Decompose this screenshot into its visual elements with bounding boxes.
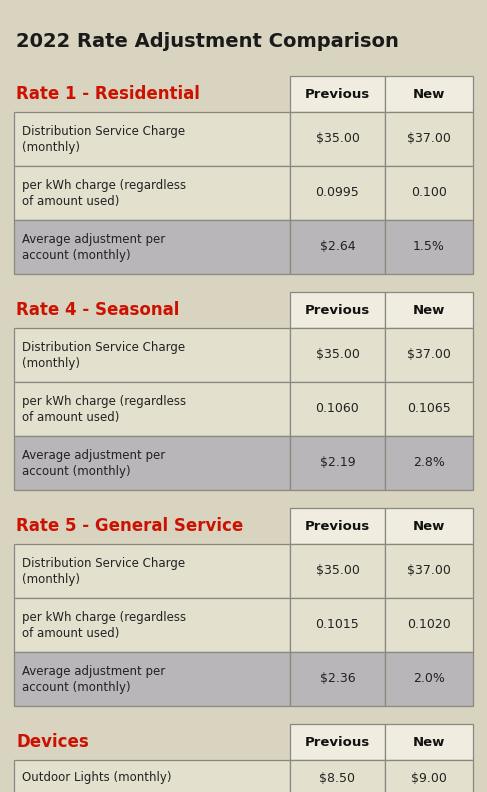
Bar xyxy=(14,292,290,328)
Text: Average adjustment per
account (monthly): Average adjustment per account (monthly) xyxy=(22,448,165,478)
Text: Outdoor Lights (monthly): Outdoor Lights (monthly) xyxy=(22,771,171,785)
Text: Previous: Previous xyxy=(305,303,370,317)
Bar xyxy=(385,652,473,706)
Bar xyxy=(14,436,290,490)
Text: 0.1060: 0.1060 xyxy=(316,402,359,416)
Text: New: New xyxy=(413,520,445,532)
Bar xyxy=(14,328,290,382)
Text: New: New xyxy=(413,736,445,748)
Bar xyxy=(290,220,385,274)
Bar xyxy=(385,76,473,112)
Bar xyxy=(290,544,385,598)
Bar xyxy=(290,598,385,652)
Bar xyxy=(290,166,385,220)
Text: New: New xyxy=(413,87,445,101)
Bar xyxy=(290,436,385,490)
Bar xyxy=(290,760,385,792)
Text: 0.0995: 0.0995 xyxy=(316,186,359,200)
Bar xyxy=(385,724,473,760)
Text: Previous: Previous xyxy=(305,520,370,532)
Text: 0.1015: 0.1015 xyxy=(316,619,359,631)
Text: per kWh charge (regardless
of amount used): per kWh charge (regardless of amount use… xyxy=(22,394,186,424)
Bar xyxy=(14,508,290,544)
Bar xyxy=(385,166,473,220)
Text: $2.64: $2.64 xyxy=(319,241,356,253)
Text: $35.00: $35.00 xyxy=(316,132,359,146)
Bar xyxy=(385,382,473,436)
Bar xyxy=(385,328,473,382)
Bar xyxy=(290,724,385,760)
Bar xyxy=(290,292,385,328)
Bar xyxy=(385,598,473,652)
Text: Devices: Devices xyxy=(16,733,89,751)
Text: Previous: Previous xyxy=(305,87,370,101)
Bar xyxy=(14,544,290,598)
Bar xyxy=(385,508,473,544)
Bar xyxy=(290,382,385,436)
Text: $37.00: $37.00 xyxy=(407,565,451,577)
Text: $8.50: $8.50 xyxy=(319,771,356,785)
Bar xyxy=(14,166,290,220)
Text: Rate 5 - General Service: Rate 5 - General Service xyxy=(16,517,243,535)
Bar xyxy=(385,220,473,274)
Text: $37.00: $37.00 xyxy=(407,348,451,361)
Text: Average adjustment per
account (monthly): Average adjustment per account (monthly) xyxy=(22,233,165,261)
Text: 2022 Rate Adjustment Comparison: 2022 Rate Adjustment Comparison xyxy=(16,32,399,51)
Text: Average adjustment per
account (monthly): Average adjustment per account (monthly) xyxy=(22,664,165,694)
Bar xyxy=(385,760,473,792)
Bar xyxy=(14,724,290,760)
Text: 1.5%: 1.5% xyxy=(413,241,445,253)
Bar xyxy=(290,112,385,166)
Text: Rate 1 - Residential: Rate 1 - Residential xyxy=(16,85,200,103)
Text: 0.100: 0.100 xyxy=(411,186,447,200)
Text: $2.36: $2.36 xyxy=(319,672,356,686)
Bar xyxy=(290,508,385,544)
Text: per kWh charge (regardless
of amount used): per kWh charge (regardless of amount use… xyxy=(22,611,186,639)
Text: New: New xyxy=(413,303,445,317)
Text: Previous: Previous xyxy=(305,736,370,748)
Bar xyxy=(14,382,290,436)
Bar xyxy=(14,598,290,652)
Text: Distribution Service Charge
(monthly): Distribution Service Charge (monthly) xyxy=(22,341,185,370)
Text: Rate 4 - Seasonal: Rate 4 - Seasonal xyxy=(16,301,179,319)
Text: Distribution Service Charge
(monthly): Distribution Service Charge (monthly) xyxy=(22,557,185,585)
Text: $2.19: $2.19 xyxy=(319,456,356,470)
Bar xyxy=(14,220,290,274)
Bar xyxy=(385,112,473,166)
Text: 0.1020: 0.1020 xyxy=(407,619,451,631)
Text: $35.00: $35.00 xyxy=(316,565,359,577)
Bar xyxy=(14,112,290,166)
Bar xyxy=(14,652,290,706)
Bar xyxy=(14,76,290,112)
Bar xyxy=(385,436,473,490)
Text: per kWh charge (regardless
of amount used): per kWh charge (regardless of amount use… xyxy=(22,178,186,208)
Text: 0.1065: 0.1065 xyxy=(407,402,451,416)
Text: $37.00: $37.00 xyxy=(407,132,451,146)
Text: Distribution Service Charge
(monthly): Distribution Service Charge (monthly) xyxy=(22,124,185,154)
Text: 2.8%: 2.8% xyxy=(413,456,445,470)
Text: $9.00: $9.00 xyxy=(411,771,447,785)
Bar xyxy=(290,76,385,112)
Bar xyxy=(385,544,473,598)
Bar xyxy=(14,760,290,792)
Bar xyxy=(385,292,473,328)
Bar xyxy=(290,328,385,382)
Text: 2.0%: 2.0% xyxy=(413,672,445,686)
Text: $35.00: $35.00 xyxy=(316,348,359,361)
Bar xyxy=(290,652,385,706)
